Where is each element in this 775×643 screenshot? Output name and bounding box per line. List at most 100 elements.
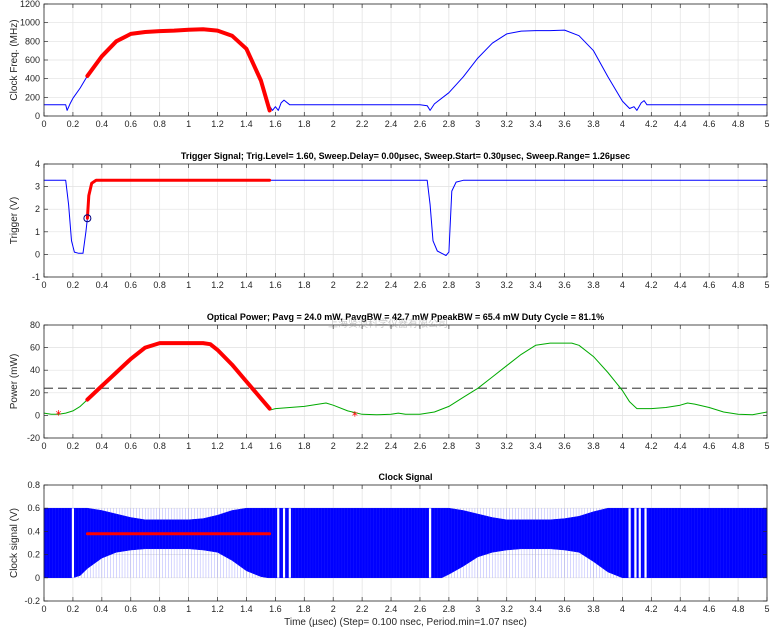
y-tick-label: 0.2 (27, 550, 40, 560)
x-tick-label: 3.2 (500, 604, 513, 614)
x-tick-label: 2.4 (385, 441, 398, 451)
clock-frequency-plot: 0 0.2 0.4 0.6 0.8 1 1.2 1.4 1.6 1.8 2 2.2 2.4 2.6 2.8 3… (9, 0, 770, 129)
x-tick-label: 4.4 (674, 280, 687, 290)
y-tick-label: 0 (35, 249, 40, 259)
x-tick-label: 1.4 (240, 441, 253, 451)
x-tick-label: 4.6 (703, 441, 716, 451)
y-tick-label: 800 (25, 36, 40, 46)
chart-title: Optical Power; Pavg = 24.0 mW, PavgBW = … (207, 312, 604, 322)
x-tick-label: 3.8 (587, 604, 600, 614)
y-tick-label: 4 (35, 159, 40, 169)
x-tick-label: 3 (475, 441, 480, 451)
x-tick-label: 0.6 (125, 119, 138, 129)
x-tick-label: 0.4 (96, 280, 109, 290)
x-tick-label: 0.4 (96, 604, 109, 614)
x-tick-label: 2.4 (385, 280, 398, 290)
x-tick-label: 1.4 (240, 604, 253, 614)
y-tick-label: 1200 (20, 0, 40, 9)
x-tick-label: 2 (331, 604, 336, 614)
x-tick-label: 2.4 (385, 604, 398, 614)
y-axis-label: Trigger (V) (9, 197, 20, 244)
x-tick-label: 2.8 (443, 280, 456, 290)
x-tick-label: 4.8 (732, 441, 745, 451)
x-tick-label: 4.8 (732, 119, 745, 129)
x-tick-label: 2 (331, 119, 336, 129)
x-tick-label: 3.4 (529, 441, 542, 451)
y-tick-label: 0.4 (27, 526, 40, 536)
axes-box (43, 163, 768, 278)
x-tick-label: 1.6 (269, 119, 282, 129)
y-tick-label: 400 (25, 74, 40, 84)
x-tick-label: 2.8 (443, 604, 456, 614)
x-tick-label: 1.2 (211, 441, 224, 451)
x-tick-label: 1.4 (240, 280, 253, 290)
x-tick-label: 4.2 (645, 119, 658, 129)
x-tick-label: 3.2 (500, 280, 513, 290)
x-tick-label: 1.2 (211, 119, 224, 129)
x-tick-label: 3.4 (529, 119, 542, 129)
x-tick-label: 5 (764, 280, 769, 290)
x-tick-label: 0 (41, 441, 46, 451)
x-tick-label: 1.8 (298, 441, 311, 451)
chart-title: Trigger Signal; Trig.Level= 1.60, Sweep.… (181, 151, 630, 161)
x-tick-label: 2.2 (356, 119, 369, 129)
y-tick-label: 20 (30, 388, 40, 398)
x-tick-label: 1.2 (211, 604, 224, 614)
x-tick-label: 0.8 (153, 441, 166, 451)
x-tick-label: 2.6 (414, 280, 427, 290)
y-tick-label: 1000 (20, 18, 40, 28)
x-tick-label: 0 (41, 280, 46, 290)
x-tick-label: 4.6 (703, 604, 716, 614)
y-tick-label: 600 (25, 55, 40, 65)
axes-box (43, 484, 768, 602)
x-tick-label: 2.4 (385, 119, 398, 129)
x-tick-label: 4 (620, 441, 625, 451)
x-tick-label: 0.8 (153, 604, 166, 614)
x-tick-label: 2.2 (356, 604, 369, 614)
x-tick-label: 2.2 (356, 441, 369, 451)
x-tick-label: 4.2 (645, 280, 658, 290)
x-tick-label: 4.4 (674, 441, 687, 451)
x-tick-label: 4.8 (732, 604, 745, 614)
x-tick-label: 1 (186, 280, 191, 290)
x-tick-label: 0.6 (125, 604, 138, 614)
series-line-1 (85, 27, 272, 113)
trigger-level-marker (83, 214, 92, 223)
y-tick-label: -1 (32, 272, 40, 282)
y-tick-label: -20 (27, 433, 40, 443)
x-tick-label: 3.6 (558, 441, 571, 451)
y-tick-label: 200 (25, 92, 40, 102)
y-tick-label: 40 (30, 365, 40, 375)
x-tick-label: 3.8 (587, 280, 600, 290)
x-tick-label: 4.6 (703, 280, 716, 290)
series-line-1 (85, 341, 272, 411)
y-tick-label: 0 (35, 573, 40, 583)
x-tick-label: 2.6 (414, 441, 427, 451)
x-tick-label: 3 (475, 604, 480, 614)
x-tick-label: 2.8 (443, 119, 456, 129)
y-axis-label: Power (mW) (9, 354, 20, 410)
data-point-star: * (55, 408, 61, 422)
y-tick-label: -0.2 (24, 596, 40, 606)
clock-signal-plot: 0 0.2 0.4 0.6 0.8 1 1.2 1.4 1.6 1.8 2 2.2 2.4 2.6 2.8 3… (9, 472, 770, 628)
x-tick-label: 0.4 (96, 441, 109, 451)
x-tick-label: 0.2 (67, 119, 80, 129)
x-tick-label: 1.2 (211, 280, 224, 290)
y-axis-label: Clock Freq. (MHz) (9, 19, 20, 100)
x-tick-label: 4 (620, 604, 625, 614)
x-tick-label: 3.2 (500, 441, 513, 451)
x-tick-label: 1 (186, 119, 191, 129)
x-tick-label: 0.6 (125, 280, 138, 290)
x-tick-label: 0 (41, 119, 46, 129)
x-tick-label: 2.6 (414, 604, 427, 614)
y-tick-label: 80 (30, 320, 40, 330)
y-tick-label: 0 (35, 111, 40, 121)
y-tick-label: 0 (35, 410, 40, 420)
x-tick-label: 3 (475, 119, 480, 129)
chart-title: Clock Signal (378, 472, 432, 482)
watermark: 上海贤澳科学仪器有限公司 (328, 317, 448, 330)
x-axis-label: Time (µsec) (Step= 0.100 nsec, Period.mi… (284, 617, 527, 628)
x-tick-label: 3.6 (558, 604, 571, 614)
x-tick-label: 1.8 (298, 604, 311, 614)
